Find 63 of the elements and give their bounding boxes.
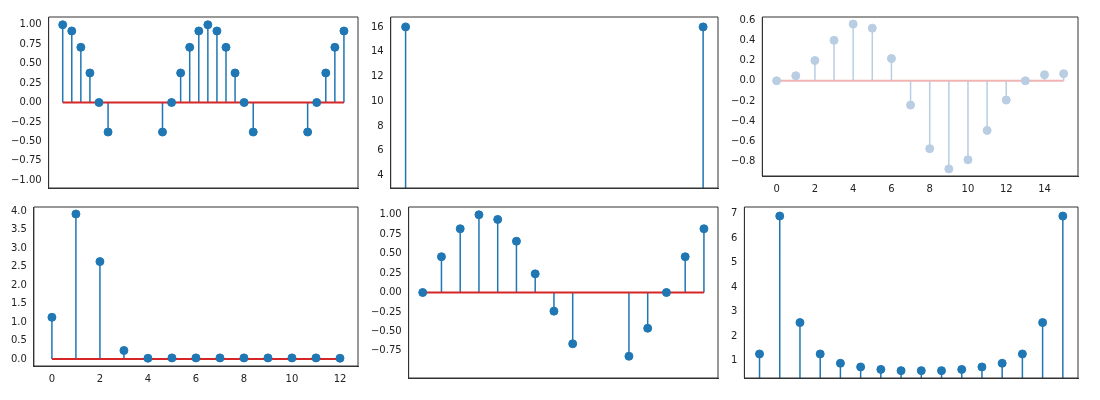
y-tick-label: 14 (370, 45, 384, 57)
y-tick-label: −0.2 (730, 94, 756, 106)
y-tick-label: −0.25 (10, 115, 42, 127)
x-tick-label: 8 (926, 182, 933, 194)
y-tick-label: 6 (730, 231, 738, 243)
y-tick-label: 1.00 (19, 18, 42, 30)
x-tick-label: 6 (192, 372, 200, 384)
y-tick-label: 0.25 (19, 76, 42, 88)
y-tick-label: 1 (730, 354, 738, 366)
y-tick-label: −0.75 (370, 344, 402, 356)
y-tick-label: 5 (730, 256, 738, 268)
y-tick-label: 8 (377, 119, 384, 131)
y-tick-label: 4 (377, 169, 384, 181)
x-tick-label: 10 (961, 182, 975, 194)
y-tick-label: 0.00 (19, 96, 42, 108)
y-tick-label: 1.0 (11, 315, 27, 327)
y-tick-label: 12 (370, 70, 384, 82)
y-tick-label: 0.25 (379, 266, 402, 278)
y-tick-label: 7 (730, 207, 738, 219)
y-tick-label: −0.25 (370, 305, 402, 317)
y-tick-label: 2.0 (11, 278, 27, 290)
y-tick-label: 0.50 (19, 57, 42, 69)
y-tick-label: 0.2 (739, 54, 756, 66)
x-tick-label: 4 (849, 182, 857, 194)
y-tick-label: 2 (730, 329, 738, 341)
y-tick-label: −0.8 (730, 155, 756, 167)
x-tick-label: 4 (144, 372, 152, 384)
x-tick-label: 10 (285, 372, 299, 384)
x-tick-label: 2 (96, 372, 104, 384)
y-tick-label: 0.75 (19, 37, 42, 49)
y-tick-label: −0.4 (730, 114, 756, 126)
x-tick-label: 2 (811, 182, 819, 194)
y-tick-label: −1.00 (10, 173, 42, 185)
x-tick-label: 12 (333, 372, 347, 384)
y-tick-label: 3.5 (11, 223, 27, 235)
y-tick-label: 0.75 (379, 227, 402, 239)
x-tick-label: 14 (1038, 182, 1051, 194)
y-tick-label: 0.6 (739, 13, 756, 25)
y-tick-label: −0.50 (370, 324, 402, 336)
y-tick-label: 4.0 (11, 205, 27, 217)
x-tick-label: 6 (888, 182, 895, 194)
y-tick-label: 1.5 (11, 297, 27, 309)
y-tick-label: 0.4 (739, 33, 756, 45)
y-tick-label: 1.00 (379, 208, 402, 220)
x-tick-label: 12 (999, 182, 1013, 194)
y-tick-label: −0.50 (10, 134, 42, 146)
x-tick-label: 8 (240, 372, 248, 384)
y-tick-label: 0.50 (379, 247, 402, 259)
y-tick-label: 6 (377, 144, 384, 156)
y-tick-label: 3 (730, 305, 738, 317)
x-tick-label: 0 (773, 182, 780, 194)
y-tick-label: 0.0 (11, 352, 27, 364)
y-tick-label: 0.00 (379, 286, 402, 298)
x-tick-label: 0 (48, 372, 56, 384)
y-tick-label: 4 (730, 280, 738, 292)
y-tick-label: 3.0 (11, 241, 27, 253)
y-tick-label: −0.6 (730, 135, 756, 147)
y-tick-label: 0.0 (739, 74, 756, 86)
y-tick-label: 16 (370, 20, 384, 32)
y-tick-label: −0.75 (10, 154, 42, 166)
y-tick-label: 0.5 (11, 334, 27, 346)
y-tick-label: 10 (370, 94, 384, 106)
y-tick-label: 2.5 (11, 260, 27, 272)
